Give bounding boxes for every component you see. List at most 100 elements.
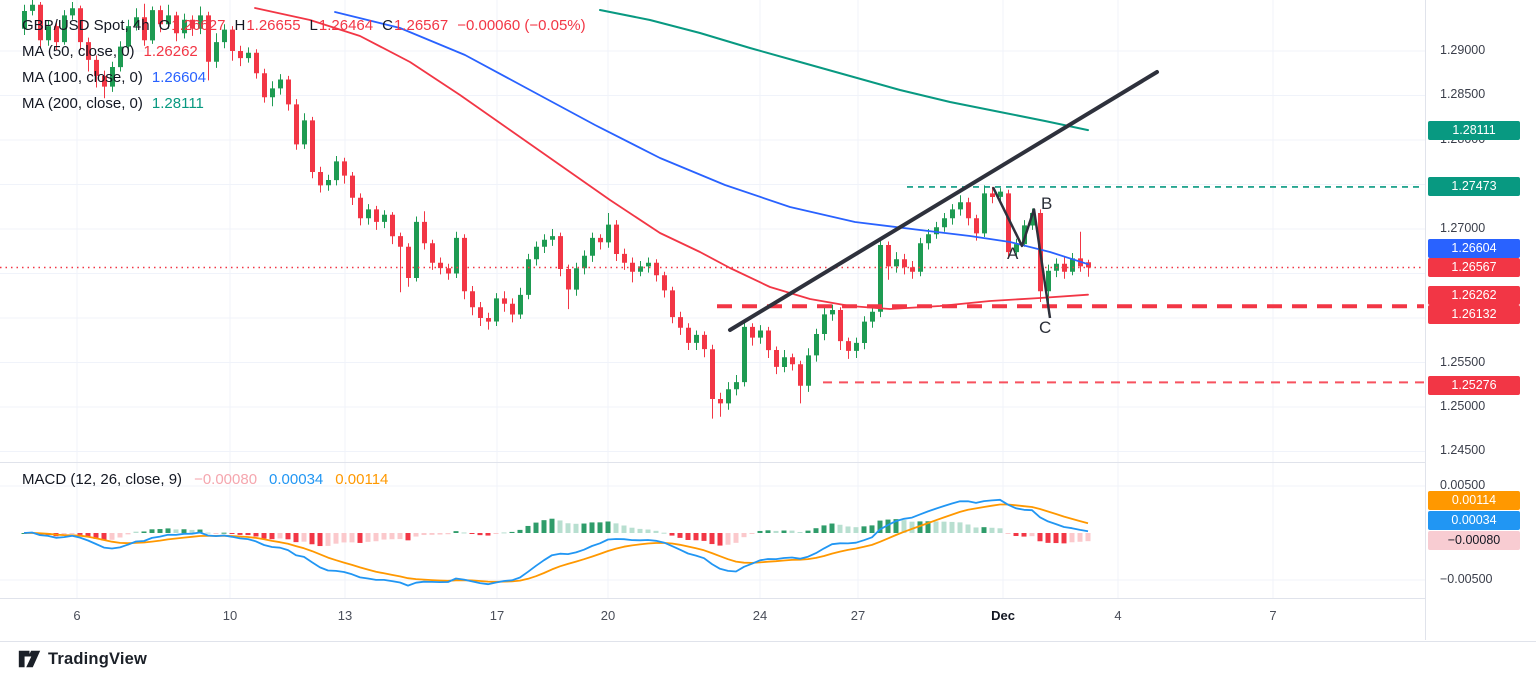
ma-legend-row-3[interactable]: MA (200, close, 0) 1.28111 <box>22 90 586 116</box>
macd-histogram-bar <box>613 523 619 533</box>
symbol-row[interactable]: GBP/USD Spot, 4h O 1.26627 H 1.26655 L 1.2646… <box>22 12 586 38</box>
macd-histogram-bar <box>661 532 667 534</box>
macd-histogram-bar <box>557 520 563 533</box>
ma-label: MA (100, close, 0) <box>22 68 143 86</box>
macd-histogram-bar <box>213 533 219 534</box>
ohlc-o: O 1.26627 <box>158 16 226 34</box>
macd-histogram-bar <box>349 533 355 543</box>
macd-histogram-bar <box>581 523 587 533</box>
macd-histogram-bar <box>1061 533 1067 544</box>
axis-price-badge: 1.26604 <box>1428 238 1520 258</box>
macd-histogram-bar <box>181 529 187 533</box>
macd-histogram-bar <box>445 533 451 535</box>
macd-histogram-bar <box>693 533 699 541</box>
time-label-7: 7 <box>1269 608 1277 623</box>
ohlc-l: L 1.26464 <box>309 16 374 34</box>
macd-histogram-bar <box>997 528 1003 533</box>
macd-histogram-bar <box>277 533 283 539</box>
macd-histogram-bar <box>1037 533 1043 542</box>
tradingview-attribution[interactable]: TradingView <box>18 648 147 670</box>
macd-histogram-bar <box>205 532 211 534</box>
macd-value-1: −0.00080 <box>194 471 258 488</box>
macd-histogram-bar <box>485 533 491 536</box>
macd-histogram-bar <box>157 529 163 533</box>
macd-histogram-bar <box>645 529 651 533</box>
macd-histogram-bar <box>245 533 251 536</box>
axis-price-badge: 1.28111 <box>1428 120 1520 140</box>
axis-tick-label: −0.00500 <box>1440 572 1493 586</box>
macd-histogram-bar <box>509 531 515 533</box>
macd-histogram-bar <box>341 533 347 543</box>
macd-histogram-bar <box>829 523 835 533</box>
axis-tick-label: 1.27000 <box>1440 221 1486 235</box>
axis-price-badge: 1.27473 <box>1428 176 1520 196</box>
macd-histogram-bar <box>141 531 147 533</box>
ma-label: MA (200, close, 0) <box>22 94 143 112</box>
ma-legend-row-2[interactable]: MA (100, close, 0) 1.26604 <box>22 64 586 90</box>
macd-histogram-bar <box>701 533 707 541</box>
time-label-17: 17 <box>489 608 505 623</box>
macd-histogram-bar <box>365 533 371 542</box>
macd-histogram-bar <box>173 529 179 533</box>
price-axis[interactable]: 1.290001.285001.280001.270001.255001.250… <box>1425 0 1536 640</box>
macd-histogram-bar <box>789 530 795 533</box>
axis-price-badge: −0.00080 <box>1428 530 1520 550</box>
time-label-dec: Dec <box>991 608 1015 623</box>
macd-histogram-bar <box>317 533 323 547</box>
time-axis[interactable]: 6101317202427Dec4710 <box>0 598 1536 642</box>
macd-histogram-bar <box>853 527 859 533</box>
macd-histogram-bar <box>973 527 979 533</box>
macd-histogram-bar <box>597 522 603 533</box>
macd-histogram-bar <box>285 533 291 540</box>
ma-legend-rows: MA (50, close, 0) 1.26262 MA (100, close, … <box>22 38 586 116</box>
macd-histogram-bar <box>845 526 851 533</box>
wave-label-b: B <box>1041 194 1053 213</box>
macd-value-3: 0.00114 <box>335 471 389 488</box>
macd-pane <box>21 498 1091 587</box>
axis-tick-label: 1.29000 <box>1440 43 1486 57</box>
macd-legend[interactable]: MACD (12, 26, close, 9) −0.00080 0.00034 0… <box>22 471 388 488</box>
macd-histogram-bar <box>109 533 115 540</box>
macd-histogram-bar <box>909 521 915 533</box>
macd-histogram-bar <box>1085 533 1091 542</box>
macd-histogram-bar <box>237 533 243 535</box>
macd-histogram-bar <box>837 524 843 533</box>
macd-histogram-bar <box>1013 533 1019 537</box>
macd-histogram-bar <box>925 521 931 533</box>
up-candle-bodies <box>22 4 1075 404</box>
time-label-4: 4 <box>1114 608 1122 623</box>
axis-tick-label: 1.25000 <box>1440 399 1486 413</box>
macd-histogram-bar <box>877 520 883 533</box>
macd-histogram-bar <box>405 533 411 541</box>
macd-histogram-bar <box>653 530 659 533</box>
macd-histogram-bar <box>117 533 123 538</box>
macd-histogram-bar <box>901 520 907 533</box>
abc-zigzag-line[interactable] <box>991 186 1052 319</box>
macd-histogram-bar <box>725 533 731 545</box>
axis-tick-label: 1.25500 <box>1440 355 1486 369</box>
macd-values: −0.00080 0.00034 0.00114 <box>194 471 388 488</box>
macd-histogram-bar <box>85 533 91 537</box>
ma-legend-row-1[interactable]: MA (50, close, 0) 1.26262 <box>22 38 586 64</box>
macd-histogram-bar <box>797 531 803 533</box>
chart-legend: GBP/USD Spot, 4h O 1.26627 H 1.26655 L 1.2646… <box>22 12 586 116</box>
ma200-line <box>599 9 1089 132</box>
ma-value: 1.28111 <box>151 94 204 112</box>
macd-histogram-bar <box>165 528 171 533</box>
tradingview-logo-text: TradingView <box>48 649 148 668</box>
pane-separator[interactable] <box>0 462 1536 463</box>
macd-histogram-bar <box>861 526 867 533</box>
macd-histogram-bar <box>469 533 475 534</box>
macd-histogram-bar <box>453 531 459 533</box>
macd-histogram-bar <box>765 530 771 533</box>
macd-histogram-bar <box>677 533 683 538</box>
ascending-trendline[interactable] <box>728 70 1159 332</box>
macd-histogram-bar <box>189 529 195 533</box>
macd-histogram-bar <box>261 533 267 539</box>
macd-histogram-bar <box>373 533 379 542</box>
macd-histogram-bar <box>21 533 27 534</box>
macd-histogram-bar <box>325 533 331 546</box>
macd-histogram-bar <box>229 533 235 534</box>
macd-histogram-bar <box>637 528 643 533</box>
